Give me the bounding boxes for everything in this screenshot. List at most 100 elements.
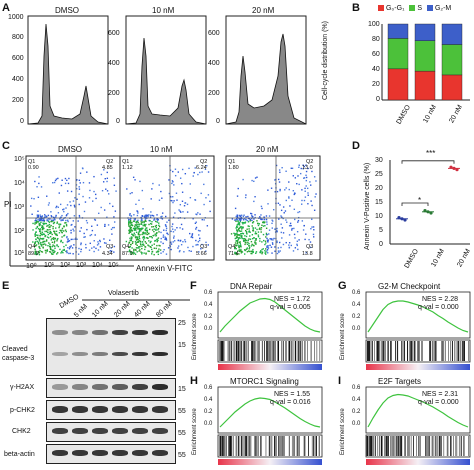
rank-color-bar bbox=[218, 459, 322, 465]
enrichment-curve bbox=[219, 297, 321, 333]
blot-mw: 15 bbox=[178, 386, 186, 393]
flow-q2-value: 13.0 bbox=[302, 165, 313, 171]
legend-swatch-s bbox=[409, 5, 416, 12]
chart-b-ytick: 0 bbox=[376, 96, 380, 103]
hist-title-20nm: 20 nM bbox=[252, 6, 275, 15]
band-chk2 bbox=[72, 428, 88, 434]
histogram-20nm bbox=[225, 15, 307, 125]
chart-d-ytick: 20 bbox=[375, 185, 383, 192]
gsea-title: MTORC1 Signaling bbox=[230, 377, 299, 386]
blot-row-label: γ-H2AX bbox=[10, 384, 35, 391]
bar-s-2 bbox=[441, 44, 463, 76]
band-p-chk2 bbox=[92, 406, 108, 413]
chart-b-xtick: 10 nM bbox=[422, 104, 439, 125]
blot-mw: 55 bbox=[178, 430, 186, 437]
band-gamma-h2ax bbox=[152, 384, 168, 390]
histogram-10nm bbox=[125, 15, 207, 125]
band-chk2 bbox=[132, 428, 148, 434]
band-p-chk2 bbox=[132, 406, 148, 413]
band-beta-actin bbox=[52, 450, 68, 456]
enrichment-curve bbox=[219, 397, 321, 428]
flow-q1-value: 0.90 bbox=[28, 165, 39, 171]
band-caspase3-upper bbox=[112, 330, 128, 335]
flow-q1-label: Q1 bbox=[228, 159, 235, 165]
hist-ytick: 0 bbox=[20, 118, 24, 125]
band-beta-actin bbox=[152, 450, 168, 456]
bar-g2-m-2 bbox=[441, 23, 463, 45]
gsea-ytick: 0.4 bbox=[352, 397, 361, 403]
gsea-plot-area bbox=[217, 291, 323, 370]
blot-gamma-h2ax bbox=[46, 378, 176, 398]
flow-ytick: 10⁴ bbox=[14, 180, 25, 187]
band-beta-actin bbox=[72, 450, 88, 456]
band-p-chk2 bbox=[152, 406, 168, 413]
bar-s-1 bbox=[414, 40, 436, 72]
blot-mw: 55 bbox=[178, 408, 186, 415]
chart-d-ytick: 0 bbox=[379, 241, 383, 248]
flow-q4-label: Q4 bbox=[122, 244, 129, 250]
gsea-ytick: 0.0 bbox=[352, 326, 361, 332]
panel-label-b: B bbox=[352, 2, 360, 14]
gsea-plot-i: E2F Targets Enrichment score 0.6 0.4 0.2 0.0 N… bbox=[340, 377, 472, 469]
chart-b-ytick: 20 bbox=[372, 81, 380, 88]
chart-d-ylabel: Annexin V-Positive cells (%) bbox=[364, 162, 371, 250]
hist3-ytick: 400 bbox=[208, 60, 220, 67]
bar-s-0 bbox=[387, 38, 409, 70]
hist-ytick: 200 bbox=[12, 97, 24, 104]
flow-q3-label: Q3 bbox=[106, 244, 113, 250]
chart-d-ytick: 15 bbox=[375, 199, 383, 206]
band-beta-actin bbox=[112, 450, 128, 456]
bar-g2-m-1 bbox=[414, 23, 436, 41]
gsea-title: E2F Targets bbox=[378, 377, 421, 386]
chart-d-ytick: 5 bbox=[379, 227, 383, 234]
flow-title-10nm: 10 nM bbox=[150, 145, 173, 154]
sig-star-2: *** bbox=[426, 149, 436, 158]
band-caspase3-upper bbox=[152, 330, 168, 335]
flow-q2-value: 6.24 bbox=[196, 165, 207, 171]
flow-q1-label: Q1 bbox=[122, 159, 129, 165]
band-gamma-h2ax bbox=[112, 384, 128, 390]
band-chk2 bbox=[152, 428, 168, 434]
band-chk2 bbox=[92, 428, 108, 434]
band-caspase3-lower bbox=[52, 352, 68, 356]
blot-row-label: p-CHK2 bbox=[10, 407, 35, 414]
gsea-ytick: 0.6 bbox=[352, 290, 361, 296]
chart-d-point-1 bbox=[423, 209, 427, 213]
chart-d-point-1 bbox=[426, 210, 430, 214]
panel-label-i: I bbox=[338, 375, 342, 387]
chart-b-xtick: DMSO bbox=[395, 104, 413, 126]
flow-q1-label: Q1 bbox=[28, 159, 35, 165]
flow-q3-label: Q3 bbox=[306, 244, 313, 250]
rank-color-bar bbox=[218, 364, 322, 370]
gsea-ytick: 0.2 bbox=[352, 314, 361, 320]
hist-title-10nm: 10 nM bbox=[152, 6, 175, 15]
legend-label-g0g1: G₀-G₁ bbox=[385, 5, 405, 12]
chart-d-point-0 bbox=[400, 217, 404, 221]
panel-label-e: E bbox=[2, 280, 10, 292]
legend-label-g2m: G₂-M bbox=[434, 5, 452, 12]
hist-ytick: 800 bbox=[12, 34, 24, 41]
flow-ytick: 10⁵ bbox=[14, 156, 25, 163]
flow-title-20nm: 20 nM bbox=[256, 145, 279, 154]
gsea-qval: q-val = 0.005 bbox=[270, 304, 311, 311]
blot-row-label: Cleaved caspase-3 bbox=[2, 346, 35, 362]
enrichment-curve bbox=[367, 393, 469, 428]
blot-conc: 20 nM bbox=[113, 300, 132, 319]
blot-label-volasertib: Volasertib bbox=[108, 290, 139, 297]
band-gamma-h2ax bbox=[52, 384, 68, 390]
gsea-plot-area bbox=[217, 386, 323, 465]
flow-q4-label: Q4 bbox=[228, 244, 235, 250]
gsea-ylabel: Enrichment score bbox=[192, 408, 198, 455]
sig-star-1: * bbox=[418, 196, 422, 205]
gsea-ytick: 0.4 bbox=[204, 397, 213, 403]
hist-ytick: 400 bbox=[12, 76, 24, 83]
chart-b-ytick: 60 bbox=[372, 51, 380, 58]
flow-axis-arrows bbox=[9, 192, 134, 267]
flow-ytick: 10³ bbox=[14, 204, 25, 211]
legend-swatch-g2m bbox=[426, 5, 433, 12]
panel-label-d: D bbox=[352, 140, 360, 152]
hist-ytick: 1000 bbox=[8, 14, 24, 21]
blot-cleaved-caspase3 bbox=[46, 318, 176, 376]
chart-b-ylabel: Cell-cycle distribution (%) bbox=[322, 21, 329, 100]
